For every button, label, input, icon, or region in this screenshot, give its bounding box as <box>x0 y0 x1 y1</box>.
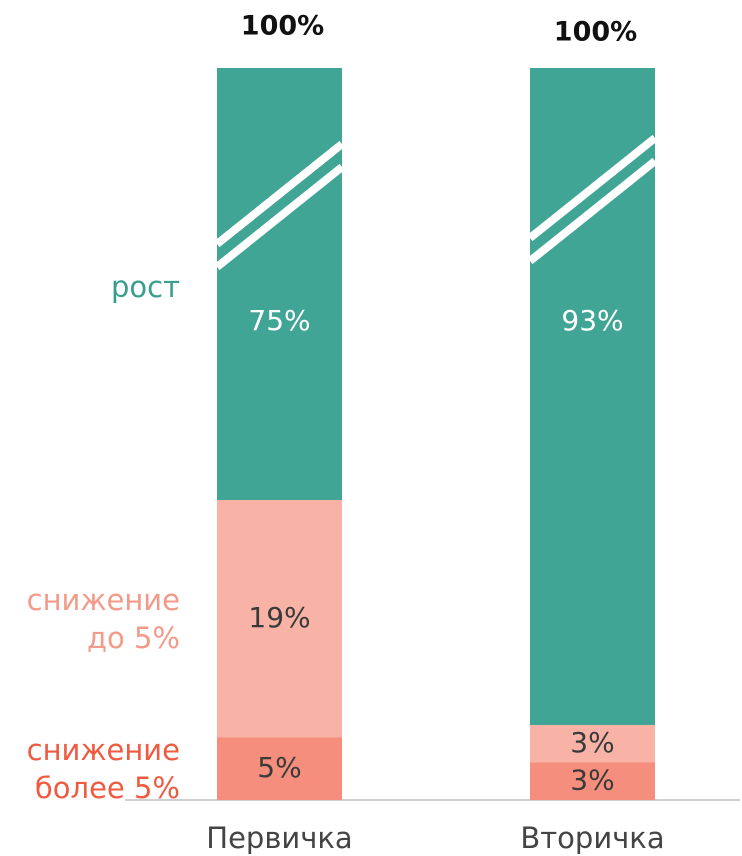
value-label: 5% <box>257 751 301 784</box>
value-label: 93% <box>561 304 623 337</box>
axis-break <box>214 140 345 248</box>
axis-break <box>527 157 658 265</box>
legend-label: снижение до 5% <box>26 582 180 655</box>
x-tick-label: Первичка <box>206 821 352 855</box>
axis-break <box>214 163 345 271</box>
bar-segment <box>530 68 655 725</box>
value-label: 75% <box>248 304 310 337</box>
value-label: 3% <box>570 726 614 759</box>
value-label: 3% <box>570 763 614 796</box>
legend-label: рост <box>111 270 180 304</box>
total-label: 100% <box>241 11 324 42</box>
x-tick-label: Вторичка <box>520 821 664 855</box>
total-label: 100% <box>554 17 637 48</box>
legend-label: снижение более 5% <box>26 732 180 805</box>
value-label: 19% <box>248 601 310 634</box>
bar-segment <box>217 737 342 800</box>
bar-segment <box>530 762 655 800</box>
bar-segment <box>530 725 655 763</box>
bar-segment <box>217 500 342 738</box>
bar-segment <box>217 68 342 500</box>
axis-break <box>527 134 658 242</box>
